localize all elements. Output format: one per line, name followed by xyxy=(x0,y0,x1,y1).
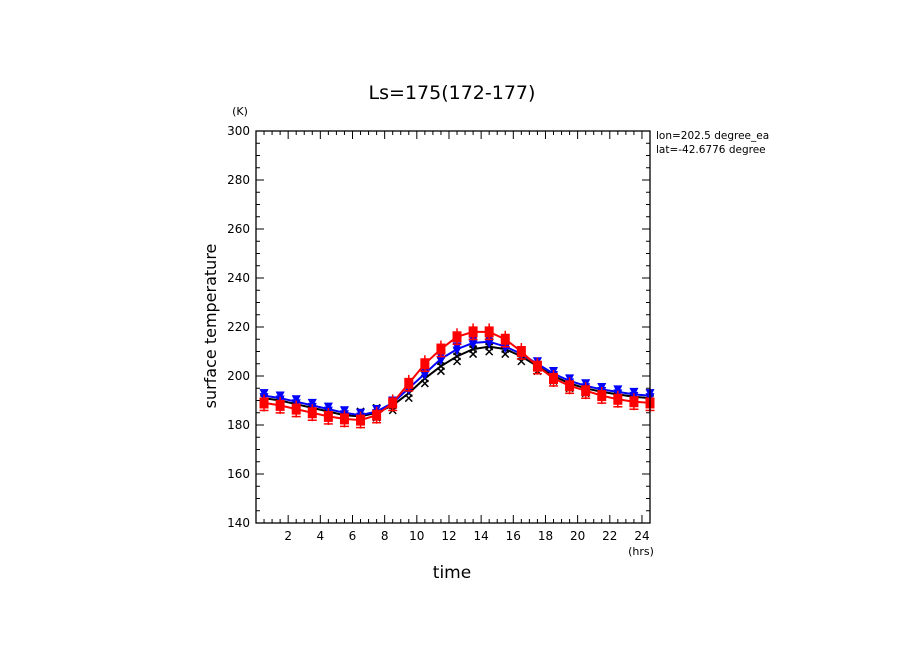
y-tick-label: 240 xyxy=(227,271,250,285)
data-point xyxy=(436,356,446,366)
x-tick-label: 8 xyxy=(381,529,389,543)
y-tick-label: 300 xyxy=(227,124,250,138)
data-point xyxy=(469,350,478,359)
y-tick-label: 180 xyxy=(227,418,250,432)
x-axis-title: time xyxy=(433,563,471,583)
data-point xyxy=(468,340,478,350)
annotation-lon: lon=202.5 degree_ea xyxy=(656,130,769,142)
x-tick-label: 24 xyxy=(634,529,649,543)
data-point xyxy=(501,350,510,359)
y-tick-label: 280 xyxy=(227,173,250,187)
data-point xyxy=(452,346,462,356)
y-tick-label: 260 xyxy=(227,222,250,236)
y-tick-label: 140 xyxy=(227,516,250,530)
x-tick-label: 22 xyxy=(602,529,617,543)
series-layer xyxy=(259,323,655,429)
x-tick-label: 18 xyxy=(538,529,553,543)
x-tick-label: 20 xyxy=(570,529,585,543)
data-point xyxy=(484,339,494,349)
y-tick-label: 200 xyxy=(227,369,250,383)
series-2 xyxy=(259,323,655,429)
x-tick-label: 10 xyxy=(409,529,424,543)
data-point xyxy=(404,394,413,403)
data-point xyxy=(436,367,445,376)
x-unit-label: (hrs) xyxy=(628,545,654,558)
x-tick-label: 12 xyxy=(441,529,456,543)
y-axis-title: surface temperature xyxy=(201,244,220,409)
x-tick-label: 6 xyxy=(349,529,357,543)
data-point xyxy=(420,379,429,388)
plot-frame xyxy=(255,130,651,524)
annotation-lat: lat=-42.6776 degree xyxy=(656,144,766,156)
chart-title: Ls=175(172-177) xyxy=(369,82,536,104)
y-tick-label: 160 xyxy=(227,467,250,481)
data-point xyxy=(485,347,494,356)
x-tick-label: 4 xyxy=(317,529,325,543)
data-point xyxy=(420,371,430,381)
x-tick-label: 14 xyxy=(474,529,489,543)
data-point xyxy=(452,357,462,366)
y-tick-label: 220 xyxy=(227,320,250,334)
y-unit-label: (K) xyxy=(232,105,248,118)
x-tick-label: 16 xyxy=(506,529,521,543)
x-tick-label: 2 xyxy=(284,529,292,543)
